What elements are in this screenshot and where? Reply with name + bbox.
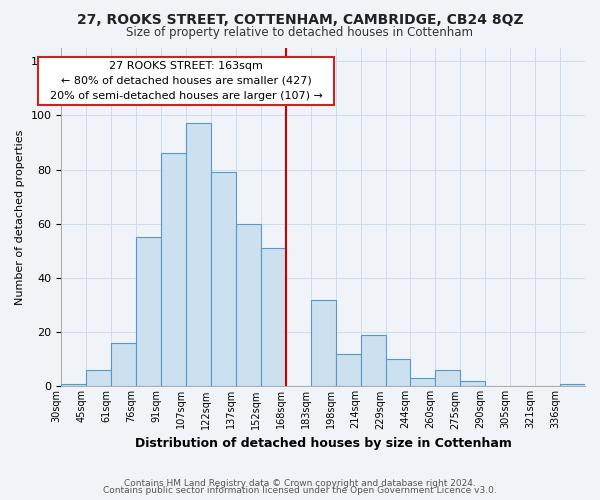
Bar	[361, 335, 386, 386]
Y-axis label: Number of detached properties: Number of detached properties	[15, 130, 25, 304]
Text: Contains public sector information licensed under the Open Government Licence v3: Contains public sector information licen…	[103, 486, 497, 495]
Bar	[460, 381, 485, 386]
Text: Contains HM Land Registry data © Crown copyright and database right 2024.: Contains HM Land Registry data © Crown c…	[124, 478, 476, 488]
Bar	[335, 354, 361, 386]
X-axis label: Distribution of detached houses by size in Cottenham: Distribution of detached houses by size …	[135, 437, 512, 450]
Text: 27 ROOKS STREET: 163sqm  
  ← 80% of detached houses are smaller (427)  
  20% o: 27 ROOKS STREET: 163sqm ← 80% of detache…	[43, 61, 329, 100]
Bar	[386, 360, 410, 386]
Bar	[410, 378, 436, 386]
Bar	[61, 384, 86, 386]
Bar	[211, 172, 236, 386]
Bar	[136, 238, 161, 386]
Bar	[186, 124, 211, 386]
Bar	[311, 300, 335, 386]
Bar	[111, 343, 136, 386]
Bar	[161, 153, 186, 386]
Bar	[560, 384, 585, 386]
Bar	[236, 224, 261, 386]
Text: 27, ROOKS STREET, COTTENHAM, CAMBRIDGE, CB24 8QZ: 27, ROOKS STREET, COTTENHAM, CAMBRIDGE, …	[77, 12, 523, 26]
Bar	[436, 370, 460, 386]
Bar	[86, 370, 111, 386]
Bar	[261, 248, 286, 386]
Text: Size of property relative to detached houses in Cottenham: Size of property relative to detached ho…	[127, 26, 473, 39]
